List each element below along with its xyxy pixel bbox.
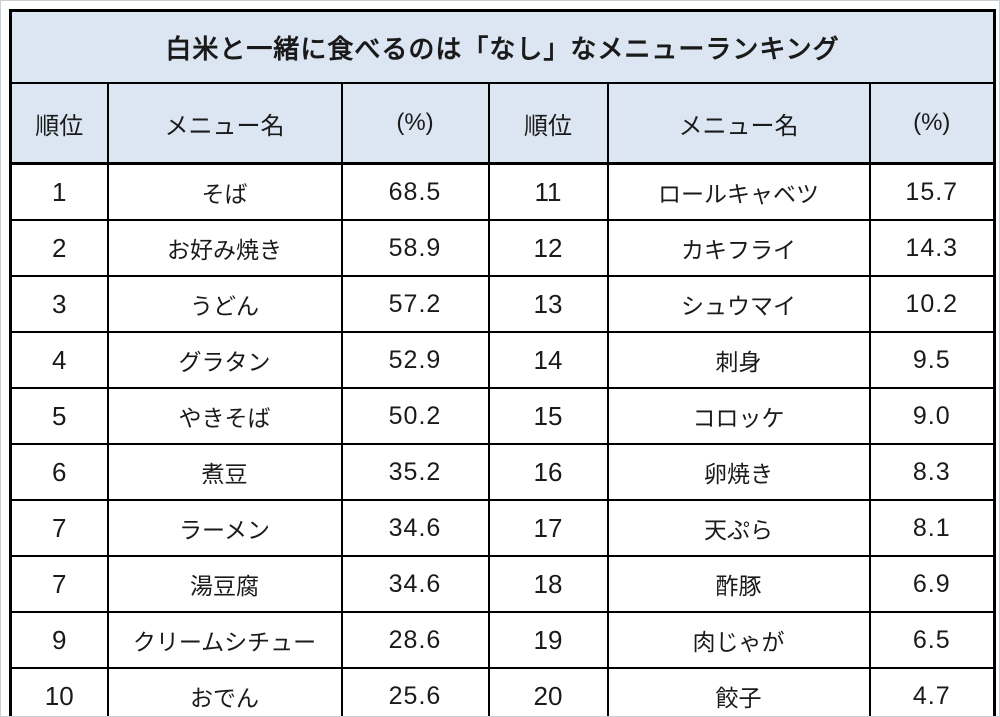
percent-cell: 9.5	[868, 331, 996, 389]
percent-cell: 68.5	[340, 162, 490, 221]
rank-cell: 2	[9, 219, 109, 277]
rank-cell: 1	[9, 162, 109, 221]
rank-cell: 19	[487, 611, 609, 669]
rank-cell: 15	[487, 387, 609, 445]
table-title-row: 白米と一緒に食べるのは「なし」なメニューランキング	[9, 9, 996, 84]
percent-cell: 4.7	[868, 667, 996, 716]
percent-cell: 8.1	[868, 499, 996, 557]
rank-cell: 17	[487, 499, 609, 557]
menu-cell: 卵焼き	[606, 443, 871, 501]
menu-cell: 肉じゃが	[606, 611, 871, 669]
percent-cell: 35.2	[340, 443, 490, 501]
table-row: 3 うどん 57.2 13 シュウマイ 10.2	[9, 275, 996, 333]
table-row: 2 お好み焼き 58.9 12 カキフライ 14.3	[9, 219, 996, 277]
table-row: 7 湯豆腐 34.6 18 酢豚 6.9	[9, 555, 996, 613]
rank-cell: 4	[9, 331, 109, 389]
menu-cell: 餃子	[606, 667, 871, 716]
percent-cell: 28.6	[340, 611, 490, 669]
rank-cell: 13	[487, 275, 609, 333]
rank-header-right: 順位	[487, 82, 609, 165]
menu-cell: 酢豚	[606, 555, 871, 613]
rank-cell: 3	[9, 275, 109, 333]
percent-cell: 57.2	[340, 275, 490, 333]
percent-cell: 25.6	[340, 667, 490, 716]
menu-cell: クリームシチュー	[106, 611, 343, 669]
rank-cell: 20	[487, 667, 609, 716]
menu-cell: おでん	[106, 667, 343, 716]
menu-cell: シュウマイ	[606, 275, 871, 333]
percent-cell: 34.6	[340, 499, 490, 557]
menu-cell: お好み焼き	[106, 219, 343, 277]
percent-cell: 9.0	[868, 387, 996, 445]
menu-cell: カキフライ	[606, 219, 871, 277]
rank-cell: 14	[487, 331, 609, 389]
rank-cell: 10	[9, 667, 109, 716]
percent-cell: 50.2	[340, 387, 490, 445]
table-row: 4 グラタン 52.9 14 刺身 9.5	[9, 331, 996, 389]
menu-cell: グラタン	[106, 331, 343, 389]
percent-cell: 52.9	[340, 331, 490, 389]
percent-header-right: (%)	[868, 82, 996, 165]
rank-cell: 6	[9, 443, 109, 501]
percent-cell: 14.3	[868, 219, 996, 277]
percent-cell: 6.9	[868, 555, 996, 613]
menu-cell: コロッケ	[606, 387, 871, 445]
table-header-row: 順位 メニュー名 (%) 順位 メニュー名 (%)	[9, 82, 996, 165]
table-row: 9 クリームシチュー 28.6 19 肉じゃが 6.5	[9, 611, 996, 669]
table-row: 7 ラーメン 34.6 17 天ぷら 8.1	[9, 499, 996, 557]
table-row: 5 やきそば 50.2 15 コロッケ 9.0	[9, 387, 996, 445]
menu-cell: 湯豆腐	[106, 555, 343, 613]
rank-cell: 12	[487, 219, 609, 277]
rank-cell: 16	[487, 443, 609, 501]
percent-header-left: (%)	[340, 82, 490, 165]
menu-header-left: メニュー名	[106, 82, 343, 165]
menu-cell: ラーメン	[106, 499, 343, 557]
menu-cell: 天ぷら	[606, 499, 871, 557]
rank-cell: 18	[487, 555, 609, 613]
rank-cell: 7	[9, 555, 109, 613]
table-title: 白米と一緒に食べるのは「なし」なメニューランキング	[9, 9, 996, 84]
rank-cell: 5	[9, 387, 109, 445]
menu-cell: うどん	[106, 275, 343, 333]
percent-cell: 10.2	[868, 275, 996, 333]
menu-cell: 煮豆	[106, 443, 343, 501]
rank-cell: 7	[9, 499, 109, 557]
percent-cell: 8.3	[868, 443, 996, 501]
rank-header-left: 順位	[9, 82, 109, 165]
menu-header-right: メニュー名	[606, 82, 871, 165]
percent-cell: 6.5	[868, 611, 996, 669]
menu-cell: そば	[106, 162, 343, 221]
table-row: 6 煮豆 35.2 16 卵焼き 8.3	[9, 443, 996, 501]
ranking-table: 白米と一緒に食べるのは「なし」なメニューランキング 順位 メニュー名 (%) 順…	[9, 9, 997, 716]
rank-cell: 9	[9, 611, 109, 669]
percent-cell: 15.7	[868, 162, 996, 221]
menu-cell: ロールキャベツ	[606, 162, 871, 221]
table-row: 1 そば 68.5 11 ロールキャベツ 15.7	[9, 162, 996, 221]
table-row: 10 おでん 25.6 20 餃子 4.7	[9, 667, 996, 716]
menu-cell: 刺身	[606, 331, 871, 389]
percent-cell: 34.6	[340, 555, 490, 613]
menu-cell: やきそば	[106, 387, 343, 445]
rank-cell: 11	[487, 162, 609, 221]
percent-cell: 58.9	[340, 219, 490, 277]
